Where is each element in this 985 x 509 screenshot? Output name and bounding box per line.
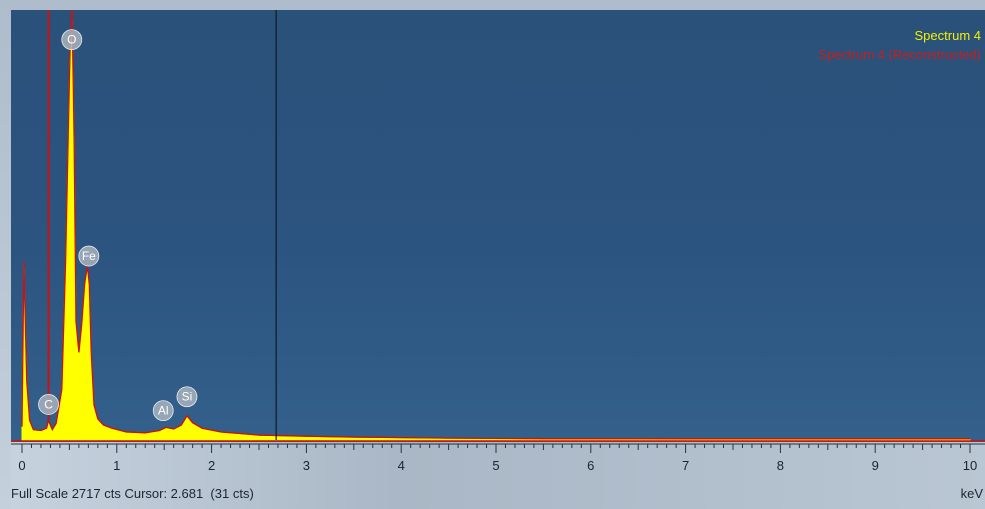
x-tick-label: 8 — [777, 458, 784, 473]
peak-label-text: O — [67, 33, 76, 47]
peak-label-o: O — [61, 29, 83, 51]
peak-label-badge — [176, 386, 198, 408]
peak-label-badge — [152, 400, 174, 422]
peak-label-text: Fe — [82, 249, 96, 263]
x-axis-unit: keV — [960, 486, 983, 501]
x-tick-label: 3 — [303, 458, 310, 473]
peak-label-badge — [61, 29, 83, 51]
peak-label-c: C — [38, 394, 59, 415]
spectrum-plot-svg[interactable]: O Fe C Al Si — [11, 10, 985, 442]
x-tick-label: 6 — [587, 458, 594, 473]
peak-label-fe: Fe — [78, 245, 100, 267]
x-tick-label: 4 — [398, 458, 405, 473]
x-tick-label: 2 — [208, 458, 215, 473]
spectrum-plot-area[interactable]: O Fe C Al Si Spectrum 4 Spectrum 4 (Reconstr… — [11, 10, 985, 442]
x-axis-svg: 0 1 2 3 4 5 6 7 8 9 10 — [11, 443, 985, 473]
spectrum-4-area — [21, 19, 971, 441]
peak-label-al: Al — [152, 400, 174, 422]
spectrum-4-reconstructed-line — [21, 18, 970, 440]
legend-spectrum-4: Spectrum 4 — [914, 28, 981, 43]
x-axis-strip: 0 1 2 3 4 5 6 7 8 9 10 — [11, 442, 985, 509]
x-tick-label: 0 — [18, 458, 25, 473]
status-readout: Full Scale 2717 cts Cursor: 2.681 (31 ct… — [11, 486, 254, 501]
x-tick-label: 9 — [872, 458, 879, 473]
peak-label-badge — [78, 245, 100, 267]
peak-label-text: C — [44, 397, 53, 411]
x-tick-label: 10 — [963, 458, 977, 473]
legend-spectrum-4-reconstructed: Spectrum 4 (Reconstructed) — [818, 47, 981, 62]
x-tick-label: 1 — [113, 458, 120, 473]
x-tick-label: 5 — [492, 458, 499, 473]
peak-label-text: Al — [158, 404, 169, 418]
peak-label-text: Si — [182, 390, 193, 404]
peak-label-badge — [38, 394, 59, 415]
x-tick-label: 7 — [682, 458, 689, 473]
peak-label-si: Si — [176, 386, 198, 408]
